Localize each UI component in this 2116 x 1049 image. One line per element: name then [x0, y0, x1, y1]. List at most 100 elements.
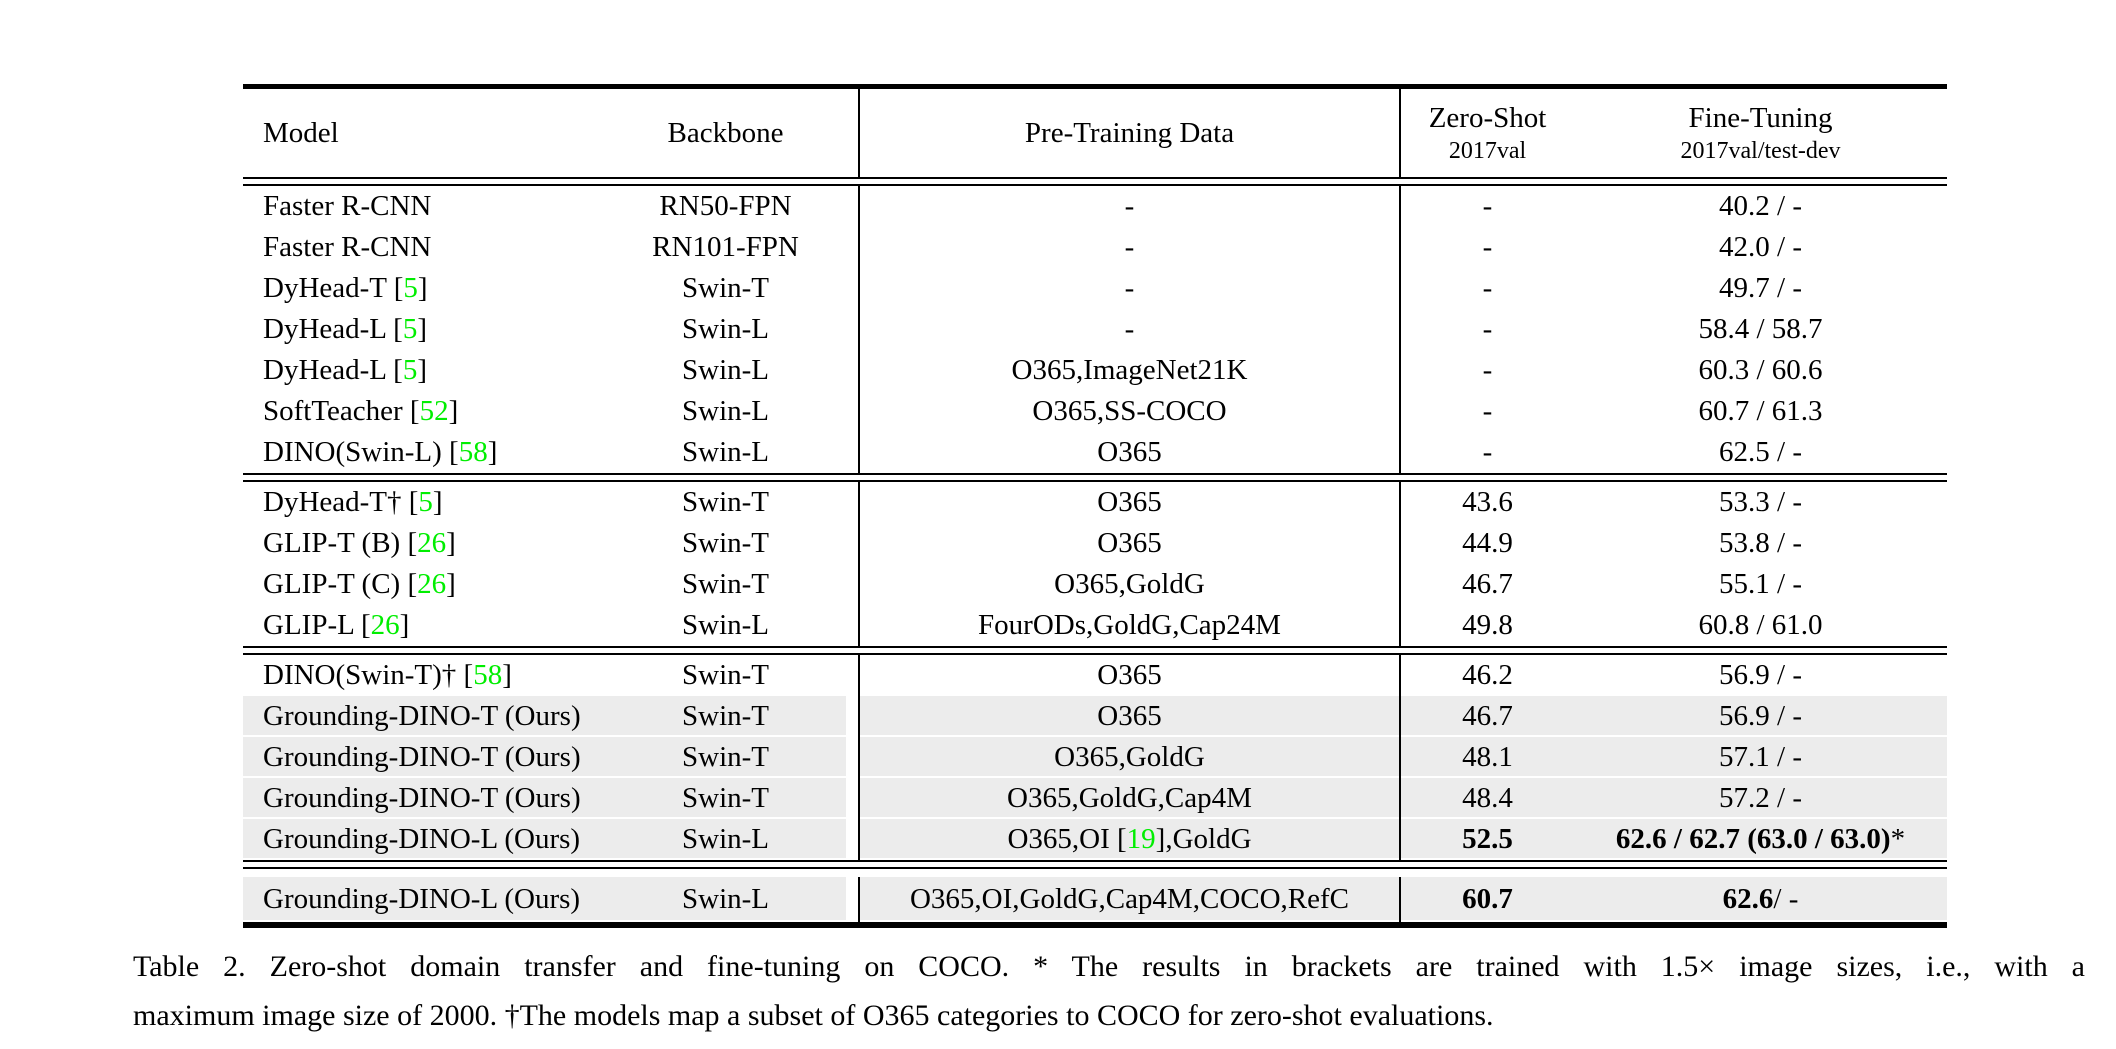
- text-segment: 46.7: [1462, 700, 1513, 732]
- text-segment: -: [1482, 231, 1493, 263]
- text-segment: ]: [399, 609, 410, 641]
- text-segment: Swin-L: [682, 883, 769, 915]
- table-row: Grounding-DINO-T (Ours) Swin-T O365,GoldG 4…: [243, 737, 1947, 778]
- text-segment: GLIP-T (C) [: [263, 568, 418, 600]
- cell-model: Grounding-DINO-T (Ours): [243, 778, 593, 819]
- citation-link[interactable]: 5: [402, 354, 418, 386]
- citation-link[interactable]: 5: [402, 313, 418, 345]
- table-row: DINO(Swin-T)† [58] Swin-T O365 46.2 56.9 / -: [243, 655, 1947, 696]
- text-segment: 62.5 / -: [1719, 436, 1802, 468]
- text-segment: O365,OI,GoldG,Cap4M,COCO,RefC: [909, 883, 1350, 915]
- text-segment: DINO(Swin-L) [: [263, 436, 459, 468]
- citation-link[interactable]: 58: [458, 436, 488, 468]
- table-row: DINO(Swin-L) [58] Swin-L O365 - 62.5 / -: [243, 432, 1947, 473]
- text-segment: DyHead-L [: [263, 313, 403, 345]
- text-segment: 48.1: [1462, 741, 1513, 773]
- cell-backbone: Swin-L: [593, 309, 858, 350]
- cell-zeroshot: 46.7: [1399, 696, 1574, 737]
- cell-pretraining: O365,OI [19],GoldG: [858, 819, 1399, 860]
- citation-link[interactable]: 58: [473, 659, 503, 691]
- text-segment: Swin-T: [682, 659, 769, 691]
- cell-finetuning: 55.1 / -: [1574, 564, 1947, 605]
- column-header-finetuning-sub: 2017val/test-dev: [1680, 137, 1841, 164]
- text-segment: ]: [432, 486, 443, 518]
- cell-backbone: RN101-FPN: [593, 227, 858, 268]
- cell-finetuning: 60.7 / 61.3: [1574, 391, 1947, 432]
- cell-pretraining: O365,GoldG: [858, 564, 1399, 605]
- text-segment: ]: [487, 436, 498, 468]
- text-segment: 40.2 / -: [1719, 190, 1802, 222]
- text-segment: DINO(Swin-T)† [: [263, 659, 474, 691]
- cell-zeroshot: 48.1: [1399, 737, 1574, 778]
- text-segment: -: [1482, 190, 1493, 222]
- text-segment: Grounding-DINO-T (Ours): [263, 741, 581, 773]
- citation-link[interactable]: 26: [417, 527, 447, 559]
- table-caption-line-2: maximum image size of 2000. †The models …: [133, 999, 1494, 1032]
- text-segment: Faster R-CNN: [263, 231, 432, 263]
- text-segment: ]: [448, 395, 459, 427]
- cell-backbone: Swin-L: [593, 819, 858, 860]
- table-row: Grounding-DINO-T (Ours) Swin-T O365,GoldG,…: [243, 778, 1947, 819]
- text-segment: 42.0 / -: [1719, 231, 1802, 263]
- text-segment: 46.7: [1462, 568, 1513, 600]
- cell-backbone: Swin-T: [593, 655, 858, 696]
- table-section: DINO(Swin-T)† [58] Swin-T O365 46.2 56.9 / -…: [243, 655, 1947, 860]
- cell-model: GLIP-T (B) [26]: [243, 523, 593, 564]
- text-segment: 53.8 / -: [1719, 527, 1802, 559]
- cell-pretraining: O365: [858, 696, 1399, 737]
- cell-backbone: Swin-L: [593, 350, 858, 391]
- text-segment: SoftTeacher [: [263, 395, 420, 427]
- citation-link[interactable]: 26: [370, 609, 400, 641]
- cell-backbone: Swin-L: [593, 391, 858, 432]
- table-row: GLIP-L [26] Swin-L FourODs,GoldG,Cap24M 49.…: [243, 605, 1947, 646]
- cell-pretraining: O365: [858, 655, 1399, 696]
- cell-backbone: Swin-L: [593, 605, 858, 646]
- cell-finetuning: 53.8 / -: [1574, 523, 1947, 564]
- text-segment: Swin-L: [682, 436, 769, 468]
- text-segment: -: [1482, 272, 1493, 304]
- text-segment: Grounding-DINO-L (Ours): [263, 883, 581, 915]
- header-divider-rule: [243, 177, 1947, 186]
- text-segment: -: [1482, 354, 1493, 386]
- text-segment: -: [1482, 313, 1493, 345]
- text-segment: 53.3 / -: [1719, 486, 1802, 518]
- citation-link[interactable]: 26: [417, 568, 447, 600]
- cell-finetuning: 49.7 / -: [1574, 268, 1947, 309]
- text-segment: Swin-T: [682, 782, 769, 814]
- citation-link[interactable]: 19: [1126, 823, 1156, 855]
- cell-model: Grounding-DINO-T (Ours): [243, 737, 593, 778]
- text-segment: 56.9 / -: [1719, 659, 1802, 691]
- table-caption: Table 2. Zero-shot domain transfer and f…: [133, 942, 2085, 1040]
- cell-finetuning: 62.6 / -: [1574, 877, 1947, 922]
- section-divider-rule: [243, 646, 1947, 655]
- cell-pretraining: O365,GoldG: [858, 737, 1399, 778]
- text-segment: -: [1482, 395, 1493, 427]
- text-segment: O365: [1097, 486, 1162, 518]
- cell-zeroshot: 44.9: [1399, 523, 1574, 564]
- table-row: DyHead-T [5] Swin-T - - 49.7 / -: [243, 268, 1947, 309]
- text-segment: O365: [1097, 700, 1162, 732]
- cell-pretraining: O365: [858, 523, 1399, 564]
- text-segment: 60.7: [1462, 883, 1513, 915]
- text-segment: 56.9 / -: [1719, 700, 1802, 732]
- text-segment: Faster R-CNN: [263, 190, 432, 222]
- cell-zeroshot: -: [1399, 268, 1574, 309]
- citation-link[interactable]: 5: [403, 272, 418, 304]
- text-segment: O365: [1097, 659, 1162, 691]
- cell-zeroshot: 60.7: [1399, 877, 1574, 922]
- cell-finetuning: 40.2 / -: [1574, 186, 1947, 227]
- text-segment: 57.1 / -: [1719, 741, 1802, 773]
- text-segment: 55.1 / -: [1719, 568, 1802, 600]
- cell-pretraining: O365: [858, 482, 1399, 523]
- citation-link[interactable]: 52: [419, 395, 449, 427]
- cell-backbone: Swin-T: [593, 523, 858, 564]
- cell-finetuning: 56.9 / -: [1574, 696, 1947, 737]
- text-segment: 48.4: [1462, 782, 1513, 814]
- text-segment: 43.6: [1462, 486, 1513, 518]
- text-segment: -: [1124, 190, 1135, 222]
- citation-link[interactable]: 5: [418, 486, 433, 518]
- text-segment: Swin-T: [682, 272, 769, 304]
- cell-finetuning: 56.9 / -: [1574, 655, 1947, 696]
- cell-finetuning: 57.2 / -: [1574, 778, 1947, 819]
- cell-pretraining: O365: [858, 432, 1399, 473]
